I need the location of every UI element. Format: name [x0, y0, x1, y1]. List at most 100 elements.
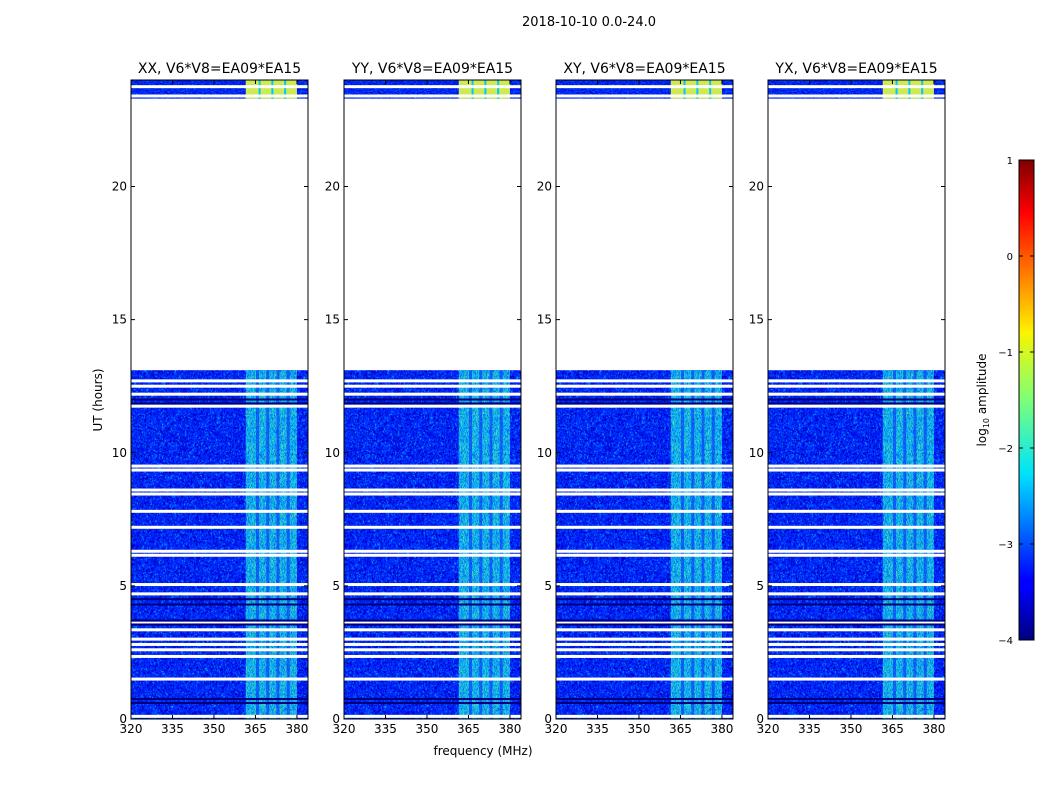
dark-row [556, 603, 733, 606]
y-tick-label: 5 [332, 579, 340, 593]
flagged-row [131, 677, 308, 681]
x-tick-label: 365 [457, 722, 480, 736]
x-tick-label: 350 [416, 722, 439, 736]
flagged-row [344, 509, 521, 513]
dark-row [556, 702, 733, 705]
flagged-row [556, 468, 733, 472]
flagged-row [768, 637, 945, 641]
panel-title: YY, V6*V8=EA09*EA15 [351, 61, 513, 77]
flagged-row [768, 404, 945, 408]
dark-row [131, 698, 308, 701]
dark-row [556, 619, 733, 622]
dark-row [344, 603, 521, 606]
colorbar: log10 amplitude −4 −3 −2 −1 0 1 [975, 156, 1035, 647]
flagged-row [768, 549, 945, 553]
flagged-row [768, 464, 945, 468]
y-tick-label: 5 [544, 579, 552, 593]
flagged-row [768, 468, 945, 472]
band-gap [923, 370, 927, 719]
band-gap [258, 80, 261, 99]
flagged-row [131, 392, 308, 396]
panel-plot-area [344, 80, 521, 719]
x-tick-label: 380 [922, 722, 945, 736]
dark-row [344, 402, 521, 405]
colorbar-tick-label: −3 [998, 540, 1013, 551]
dark-row [344, 398, 521, 401]
flagged-row [131, 404, 308, 408]
flagged-row [768, 384, 945, 388]
dark-row [131, 619, 308, 622]
flagged-row [556, 637, 733, 641]
panel-frame [767, 79, 946, 720]
dark-row [768, 623, 945, 626]
panel-plot-area [768, 80, 945, 719]
panel-frame [130, 79, 309, 720]
dark-row [131, 402, 308, 405]
flagged-row [768, 654, 945, 658]
flagged-row [768, 642, 945, 646]
dark-row [344, 623, 521, 626]
dark-row [768, 398, 945, 401]
x-tick-label: 365 [881, 722, 904, 736]
band-gap [921, 80, 924, 99]
flagged-row [131, 384, 308, 388]
flagged-row [556, 525, 733, 529]
flagged-row [556, 509, 733, 513]
flagged-row [768, 628, 945, 632]
dark-row [344, 598, 521, 601]
dark-row [131, 702, 308, 705]
colorbar-tick-label: −4 [998, 636, 1013, 647]
panel-xy: XY, V6*V8=EA09*EA15 320 335 350 365 380 0 5 10 15… [537, 61, 734, 736]
flagged-row [556, 384, 733, 388]
flagged-row [556, 94, 733, 98]
dark-row [131, 623, 308, 626]
colorbar-tick-label: 1 [1007, 156, 1013, 167]
dark-row [344, 619, 521, 622]
flagged-row [768, 677, 945, 681]
flagged-row [131, 379, 308, 383]
band-gap [895, 80, 898, 99]
flagged-row [344, 637, 521, 641]
flagged-row [556, 379, 733, 383]
y-tick-label: 15 [325, 313, 340, 327]
flagged-row [768, 488, 945, 492]
y-tick-label: 10 [749, 446, 764, 460]
flagged-row [344, 654, 521, 658]
flagged-row [131, 94, 308, 98]
colorbar-tick-label: 0 [1007, 252, 1013, 263]
y-tick-label: 0 [332, 712, 340, 726]
dark-row [131, 398, 308, 401]
dark-row [768, 619, 945, 622]
panel-plot-area [131, 80, 308, 719]
x-tick-label: 335 [798, 722, 821, 736]
x-tick-label: 335 [586, 722, 609, 736]
flagged-row [556, 464, 733, 468]
flagged-row [344, 464, 521, 468]
band-gap [903, 370, 907, 719]
flagged-row [556, 488, 733, 492]
flagged-row [131, 509, 308, 513]
flagged-row [556, 492, 733, 496]
dark-row [768, 702, 945, 705]
flagged-row [556, 392, 733, 396]
y-tick-label: 20 [112, 180, 127, 194]
y-tick-label: 15 [749, 313, 764, 327]
x-tick-label: 365 [244, 722, 267, 736]
band-gap [276, 370, 280, 719]
dark-row [556, 598, 733, 601]
band-gap [479, 370, 483, 719]
band-gap [711, 370, 715, 719]
flagged-row [131, 714, 308, 718]
band-gap [471, 80, 474, 99]
y-tick-label: 10 [325, 446, 340, 460]
flagged-row [768, 379, 945, 383]
colorbar-tick-label: −1 [998, 348, 1013, 359]
dark-row [768, 698, 945, 701]
flagged-row [344, 379, 521, 383]
dark-row [556, 698, 733, 701]
band-gap [489, 370, 493, 719]
flagged-row [556, 553, 733, 557]
flagged-row [131, 553, 308, 557]
x-tick-label: 380 [710, 722, 733, 736]
x-tick-label: 335 [161, 722, 184, 736]
